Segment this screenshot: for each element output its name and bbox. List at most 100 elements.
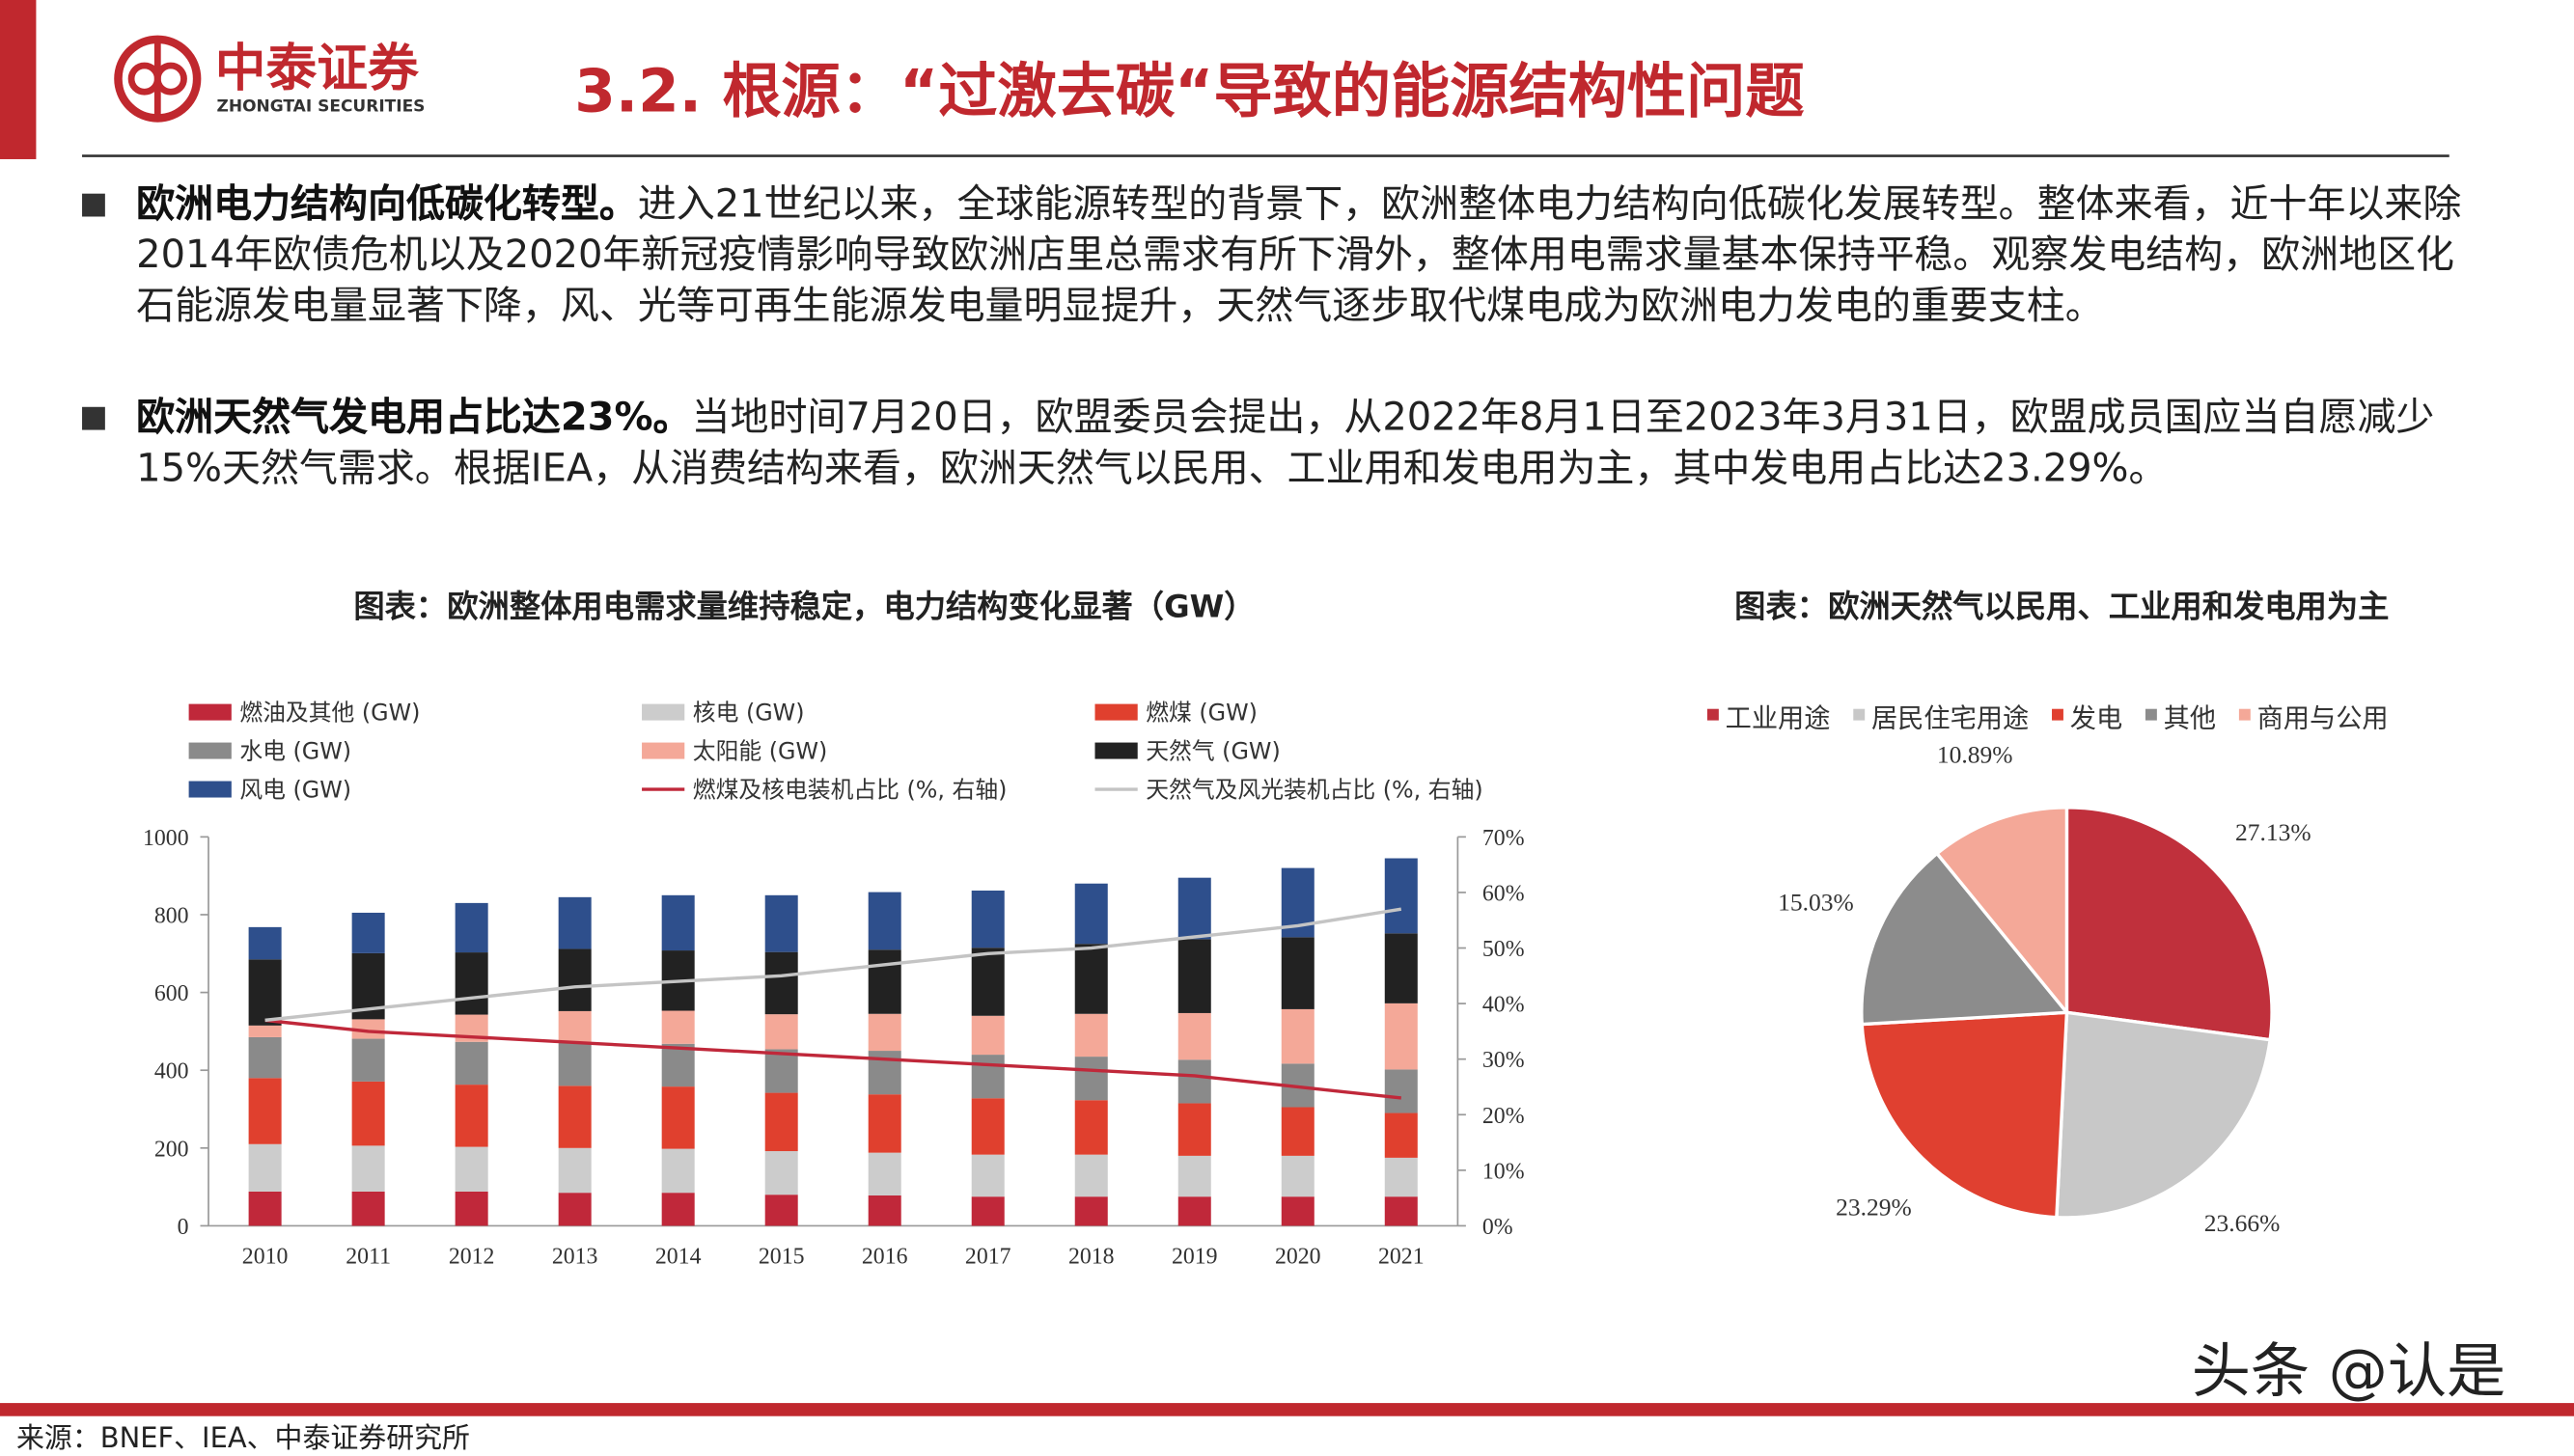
bar-segment bbox=[868, 1152, 901, 1195]
legend-swatch bbox=[188, 781, 232, 798]
logo-cn: 中泰证券 bbox=[215, 39, 420, 97]
y2-tick-label: 0% bbox=[1482, 1215, 1513, 1240]
bar-segment bbox=[351, 912, 385, 953]
pie-slice bbox=[2064, 806, 2274, 1042]
pie-slice bbox=[2055, 1010, 2273, 1220]
bar-segment bbox=[661, 1043, 695, 1087]
x-tick-label: 2017 bbox=[965, 1245, 1011, 1270]
x-tick-label: 2012 bbox=[449, 1245, 495, 1270]
y-tick-label: 400 bbox=[154, 1059, 189, 1085]
bar-segment bbox=[661, 894, 695, 951]
y-tick-label: 800 bbox=[154, 903, 189, 928]
bar-segment bbox=[248, 1025, 282, 1037]
legend-label: 天然气 (GW) bbox=[1146, 738, 1281, 765]
logo-en: ZHONGTAI SECURITIES bbox=[217, 97, 426, 117]
legend-swatch bbox=[642, 742, 685, 759]
bar-segment bbox=[971, 1154, 1005, 1197]
legend-swatch bbox=[2238, 708, 2251, 721]
bar-segment bbox=[661, 1193, 695, 1226]
legend-label: 商用与公用 bbox=[2257, 703, 2389, 733]
bar-segment bbox=[1177, 1103, 1211, 1156]
bar-segment bbox=[1074, 1013, 1108, 1058]
y2-tick-label: 70% bbox=[1482, 826, 1525, 851]
header-bar bbox=[0, 0, 37, 159]
bar-segment bbox=[971, 1196, 1005, 1226]
bar-segment bbox=[971, 1098, 1005, 1155]
bar-segment bbox=[248, 959, 282, 1026]
x-tick-label: 2016 bbox=[862, 1245, 908, 1270]
y2-tick-label: 60% bbox=[1482, 881, 1525, 906]
bullet-text: 进入21世纪以来，全球能源转型的背景下，欧洲整体电力结构向低碳化发展转型。整体来… bbox=[136, 180, 2462, 329]
y-tick-label: 0 bbox=[178, 1215, 189, 1240]
legend-label: 燃煤及核电装机占比 (%, 右轴) bbox=[693, 777, 1008, 804]
bar-segment bbox=[1384, 1003, 1418, 1070]
bar-segment bbox=[1281, 1008, 1315, 1064]
bar-segment bbox=[868, 949, 901, 1014]
legend-label: 发电 bbox=[2070, 703, 2122, 733]
bar-segment bbox=[764, 1092, 798, 1152]
bar-segment bbox=[455, 1146, 488, 1192]
line-series bbox=[264, 1018, 1401, 1100]
legend-label: 燃煤 (GW) bbox=[1146, 700, 1258, 727]
bar-segment bbox=[248, 926, 282, 960]
bar-segment bbox=[558, 896, 592, 949]
data-label: 10.89% bbox=[1937, 740, 2013, 768]
y-tick-label: 600 bbox=[154, 981, 189, 1006]
bar-segment bbox=[971, 890, 1005, 948]
watermark: 头条 @认是 bbox=[2192, 1337, 2506, 1406]
line-series bbox=[264, 907, 1402, 1023]
bar-segment bbox=[971, 948, 1005, 1016]
bullet-lead: 欧洲电力结构向低碳化转型。 bbox=[136, 180, 638, 227]
bullet: 欧洲电力结构向低碳化转型。进入21世纪以来，全球能源转型的背景下，欧洲整体电力结… bbox=[82, 179, 2478, 331]
pie-slice bbox=[1934, 806, 2069, 1018]
legend-label: 风电 (GW) bbox=[239, 777, 351, 804]
bar-segment bbox=[1384, 1069, 1418, 1113]
legend-label: 天然气及风光装机占比 (%, 右轴) bbox=[1146, 777, 1482, 804]
bar-segment bbox=[868, 1094, 901, 1153]
bar-segment bbox=[558, 1193, 592, 1226]
legend-label: 核电 (GW) bbox=[693, 700, 805, 727]
bar-segment bbox=[248, 1036, 282, 1079]
bar-segment bbox=[1177, 1059, 1211, 1104]
legend-swatch bbox=[2052, 708, 2063, 721]
x-tick-label: 2011 bbox=[346, 1245, 391, 1270]
bar-segment bbox=[1074, 1057, 1108, 1101]
bar-segment bbox=[764, 951, 798, 1015]
bar-segment bbox=[1384, 933, 1418, 1003]
bar-segment bbox=[455, 1041, 488, 1085]
bar-segment bbox=[351, 1145, 385, 1192]
data-label: 23.66% bbox=[2204, 1209, 2281, 1237]
bar-segment bbox=[351, 1019, 385, 1039]
legend-swatch bbox=[1094, 703, 1138, 721]
bar-segment bbox=[1177, 1155, 1211, 1197]
bar-segment bbox=[455, 1085, 488, 1147]
bar-segment bbox=[1281, 1196, 1315, 1226]
chart-title: 图表：欧洲天然气以民用、工业用和发电用为主 bbox=[1734, 588, 2389, 624]
y2-tick-label: 50% bbox=[1482, 937, 1525, 962]
bar-segment bbox=[661, 1010, 695, 1044]
legend-label: 太阳能 (GW) bbox=[693, 738, 828, 765]
logo bbox=[114, 35, 202, 123]
bar-segment bbox=[351, 1038, 385, 1082]
legend-swatch bbox=[2145, 708, 2157, 721]
y2-tick-label: 10% bbox=[1482, 1159, 1525, 1184]
bar-segment bbox=[1384, 858, 1418, 934]
bar-segment bbox=[1384, 1196, 1418, 1226]
bar-segment bbox=[248, 1143, 282, 1192]
footer-bar bbox=[0, 1403, 2574, 1416]
bar-segment bbox=[868, 892, 901, 950]
bar-segment bbox=[558, 1010, 592, 1043]
bar-segment bbox=[455, 902, 488, 953]
bar-segment bbox=[1074, 883, 1108, 945]
legend-swatch bbox=[1094, 742, 1138, 759]
bar-segment bbox=[1177, 1012, 1211, 1060]
bar-segment bbox=[764, 1195, 798, 1226]
legend-label: 工业用途 bbox=[1726, 703, 1831, 733]
bar-segment bbox=[764, 1049, 798, 1093]
legend-label: 其他 bbox=[2164, 703, 2216, 733]
source: 来源：BNEF、IEA、中泰证券研究所 bbox=[16, 1422, 470, 1456]
bullet-text: 当地时间7月20日，欧盟委员会提出，从2022年8月1日至2023年3月31日，… bbox=[136, 394, 2435, 491]
y2-tick-label: 40% bbox=[1482, 993, 1525, 1018]
